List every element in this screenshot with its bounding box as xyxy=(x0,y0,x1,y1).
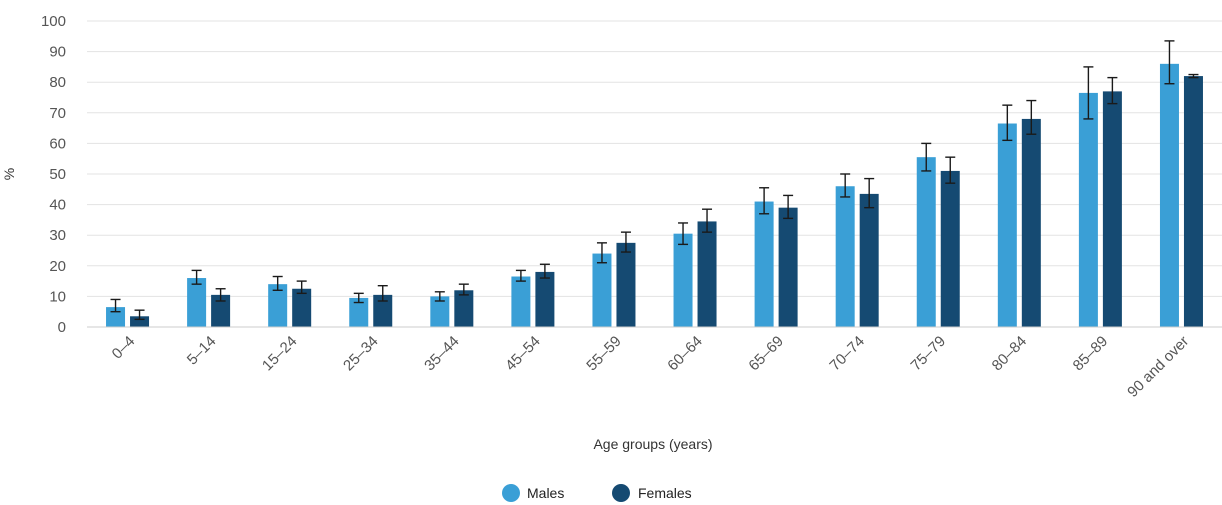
x-axis: 0–4 5–14 15–24 25–34 35–44 45–54 55–59 60–64 65–… xyxy=(109,333,1193,401)
error-bar-females-10 xyxy=(945,156,956,184)
error-bar-females-1 xyxy=(215,288,226,302)
error-bar-females-11 xyxy=(1026,99,1037,135)
y-tick-label: 0 xyxy=(58,319,66,336)
error-bar-males-9 xyxy=(840,173,851,198)
x-tick-label: 90 and over xyxy=(1124,333,1192,401)
x-tick-label: 25–34 xyxy=(340,333,382,375)
error-bar-females-3 xyxy=(377,284,388,302)
bar-males-7 xyxy=(673,233,693,327)
bar-males-8 xyxy=(754,201,774,327)
x-tick-label: 70–74 xyxy=(826,333,868,375)
y-tick-label: 100 xyxy=(41,13,66,30)
error-bar-males-11 xyxy=(1002,104,1013,142)
error-bar-males-4 xyxy=(434,291,445,302)
legend-swatch-males xyxy=(502,484,520,502)
legend-swatch-females xyxy=(612,484,630,502)
x-tick-label: 15–24 xyxy=(259,333,301,375)
error-bar-males-2 xyxy=(272,275,283,291)
bar-males-3 xyxy=(349,297,369,327)
bar-males-1 xyxy=(187,278,207,327)
bar-females-3 xyxy=(373,294,393,327)
x-tick-label: 80–84 xyxy=(989,333,1031,375)
x-tick-label: 55–59 xyxy=(583,333,625,375)
y-tick-label: 80 xyxy=(49,74,66,91)
y-tick-label: 40 xyxy=(49,197,66,214)
y-tick-label: 30 xyxy=(49,227,66,244)
error-bar-females-2 xyxy=(296,280,307,295)
y-tick-label: 90 xyxy=(49,44,66,61)
bar-females-4 xyxy=(454,290,474,327)
error-bars xyxy=(110,40,1199,321)
y-tick-label: 60 xyxy=(49,135,66,152)
error-bar-males-0 xyxy=(110,298,121,313)
error-bar-males-10 xyxy=(921,142,932,172)
bar-females-9 xyxy=(859,193,879,327)
bar-females-8 xyxy=(778,207,798,327)
error-bar-females-13 xyxy=(1188,73,1199,79)
bar-males-11 xyxy=(997,123,1017,327)
legend-label-males: Males xyxy=(527,485,564,501)
error-bar-males-5 xyxy=(515,269,526,282)
y-tick-label: 50 xyxy=(49,166,66,183)
bar-males-12 xyxy=(1078,92,1098,327)
error-bar-males-12 xyxy=(1083,66,1094,120)
x-tick-label: 85–89 xyxy=(1070,333,1112,375)
x-tick-label: 35–44 xyxy=(421,333,463,375)
legend-label-females: Females xyxy=(638,485,692,501)
x-tick-label: 0–4 xyxy=(109,333,139,363)
y-axis: 0 10 20 30 40 50 60 70 80 90 100 xyxy=(41,13,66,336)
error-bar-males-6 xyxy=(596,242,607,264)
error-bar-females-0 xyxy=(134,309,145,321)
x-tick-label: 65–69 xyxy=(745,333,787,375)
bar-females-1 xyxy=(211,294,231,327)
error-bar-males-7 xyxy=(678,222,689,246)
y-axis-title: % xyxy=(1,168,17,180)
bar-males-10 xyxy=(916,157,936,327)
bar-females-0 xyxy=(130,316,150,327)
error-bar-females-7 xyxy=(702,208,713,233)
bar-males-13 xyxy=(1159,63,1179,328)
bar-males-9 xyxy=(835,186,855,327)
bar-males-5 xyxy=(511,276,531,327)
bar-males-2 xyxy=(268,284,288,327)
y-tick-label: 20 xyxy=(49,258,66,275)
bar-females-11 xyxy=(1021,118,1041,327)
bar-females-6 xyxy=(616,242,636,327)
x-tick-label: 75–79 xyxy=(908,333,950,375)
y-tick-label: 10 xyxy=(49,288,66,305)
error-bar-females-5 xyxy=(539,263,550,279)
x-tick-label: 5–14 xyxy=(184,333,220,369)
gridlines xyxy=(87,20,1222,297)
error-bar-males-3 xyxy=(353,292,364,304)
error-bar-females-4 xyxy=(458,283,469,296)
bar-females-13 xyxy=(1183,76,1203,327)
error-bar-males-8 xyxy=(759,187,770,215)
x-tick-label: 45–54 xyxy=(502,333,544,375)
bar-females-2 xyxy=(292,288,312,327)
x-axis-title: Age groups (years) xyxy=(593,436,712,452)
legend: Males Females xyxy=(502,484,692,502)
bar-females-5 xyxy=(535,271,555,327)
bar-males-4 xyxy=(430,296,450,327)
error-bar-males-1 xyxy=(191,269,202,285)
bar-females-10 xyxy=(940,170,960,327)
bars xyxy=(106,63,1203,328)
error-bar-females-12 xyxy=(1107,76,1118,105)
bar-females-12 xyxy=(1102,91,1122,327)
error-bar-males-13 xyxy=(1164,40,1175,85)
error-bar-females-6 xyxy=(620,231,631,253)
x-tick-label: 60–64 xyxy=(664,333,706,375)
error-bar-females-9 xyxy=(864,177,875,209)
bar-females-7 xyxy=(697,221,717,327)
bar-males-6 xyxy=(592,253,612,327)
error-bar-females-8 xyxy=(783,194,794,220)
y-tick-label: 70 xyxy=(49,105,66,122)
